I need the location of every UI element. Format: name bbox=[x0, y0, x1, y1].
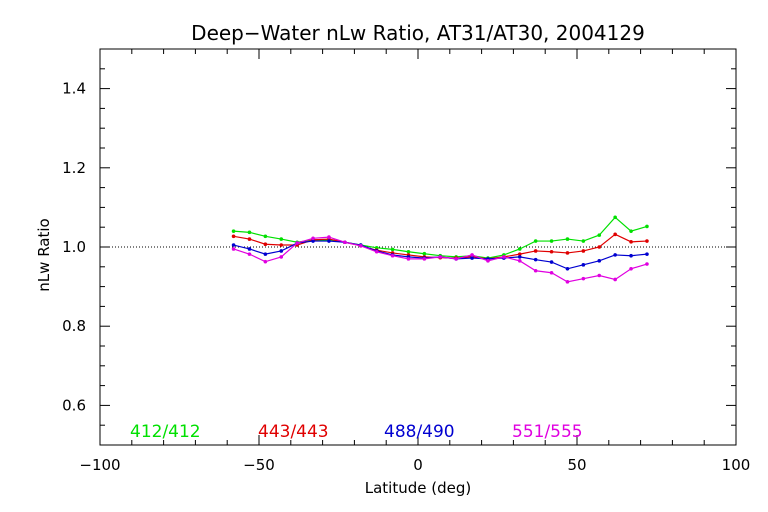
x-axis-label: Latitude (deg) bbox=[365, 479, 471, 497]
data-point bbox=[533, 257, 538, 262]
data-point bbox=[549, 270, 554, 275]
data-point bbox=[517, 252, 522, 256]
data-point bbox=[311, 239, 315, 243]
data-point bbox=[645, 224, 649, 229]
data-point bbox=[247, 237, 252, 241]
data-point bbox=[295, 241, 299, 245]
data-point bbox=[406, 257, 411, 261]
data-point bbox=[263, 242, 268, 247]
data-point bbox=[263, 252, 268, 256]
data-point bbox=[581, 239, 586, 243]
data-point bbox=[422, 251, 427, 256]
data-point bbox=[454, 257, 458, 261]
data-point bbox=[247, 252, 252, 256]
data-point bbox=[374, 249, 379, 254]
data-point bbox=[343, 240, 347, 245]
data-point bbox=[279, 255, 284, 259]
data-point bbox=[565, 280, 570, 284]
data-point bbox=[279, 249, 284, 253]
data-point bbox=[549, 249, 554, 254]
y-tick-label: 1.0 bbox=[62, 238, 86, 256]
data-point bbox=[422, 257, 427, 261]
data-point bbox=[597, 233, 602, 237]
data-point bbox=[613, 253, 617, 257]
data-point bbox=[533, 249, 538, 253]
data-point bbox=[517, 255, 522, 259]
data-point bbox=[613, 277, 617, 282]
data-point bbox=[581, 276, 586, 281]
data-point bbox=[231, 243, 236, 247]
legend-entry: 412/412 bbox=[130, 422, 201, 442]
legend-entry: 551/555 bbox=[512, 422, 583, 442]
legend: 412/412 443/443 488/490 551/555 bbox=[130, 422, 583, 442]
data-point bbox=[645, 252, 649, 256]
data-point bbox=[629, 253, 633, 258]
data-point bbox=[597, 273, 602, 278]
data-point bbox=[502, 255, 506, 259]
data-point bbox=[470, 253, 474, 257]
data-point bbox=[247, 230, 252, 235]
data-point bbox=[565, 266, 570, 271]
legend-entry: 488/490 bbox=[384, 422, 455, 442]
x-tick-label: 50 bbox=[567, 456, 586, 474]
y-tick-label: 1.2 bbox=[62, 159, 86, 177]
data-point bbox=[597, 245, 602, 249]
data-point bbox=[565, 251, 570, 255]
axis-ticks bbox=[99, 48, 737, 446]
data-point bbox=[581, 263, 586, 267]
data-point bbox=[517, 247, 522, 251]
data-point bbox=[613, 232, 617, 237]
series-layer bbox=[231, 215, 649, 284]
y-tick-label: 0.8 bbox=[62, 317, 86, 335]
data-point bbox=[231, 234, 236, 239]
data-point bbox=[406, 249, 411, 254]
x-tick-label: 100 bbox=[722, 456, 751, 474]
data-point bbox=[533, 239, 538, 243]
data-point bbox=[581, 249, 586, 253]
data-point bbox=[231, 229, 236, 233]
data-point bbox=[470, 256, 474, 260]
data-point bbox=[311, 236, 315, 241]
data-point bbox=[279, 237, 284, 241]
axis-tick-labels: −100 −50 0 50 100 0.6 0.8 1.0 1.2 1.4 bbox=[62, 80, 750, 474]
data-point bbox=[263, 259, 268, 264]
data-point bbox=[390, 247, 395, 252]
data-point bbox=[486, 259, 490, 263]
legend-entry: 443/443 bbox=[258, 422, 329, 442]
x-tick-label: −50 bbox=[243, 456, 275, 474]
data-point bbox=[549, 239, 554, 243]
data-point bbox=[327, 239, 331, 243]
data-point bbox=[549, 260, 554, 264]
data-point bbox=[231, 247, 236, 251]
series-551-555 bbox=[231, 235, 649, 284]
y-axis-label: nLw Ratio bbox=[35, 218, 53, 291]
chart-title: Deep−Water nLw Ratio, AT31/AT30, 2004129 bbox=[191, 21, 645, 45]
data-point bbox=[597, 259, 602, 263]
data-point bbox=[390, 253, 395, 258]
data-point bbox=[629, 266, 633, 271]
y-tick-label: 1.4 bbox=[62, 80, 86, 98]
data-point bbox=[629, 240, 633, 244]
data-point bbox=[613, 215, 617, 220]
data-point bbox=[645, 262, 649, 266]
data-point bbox=[645, 239, 649, 243]
x-tick-label: −100 bbox=[79, 456, 120, 474]
data-point bbox=[247, 247, 252, 251]
data-point bbox=[327, 235, 331, 239]
data-point bbox=[517, 259, 522, 263]
data-point bbox=[533, 268, 538, 273]
data-point bbox=[438, 255, 443, 259]
data-point bbox=[279, 243, 284, 247]
data-point bbox=[263, 234, 268, 239]
data-point bbox=[565, 237, 570, 241]
y-tick-label: 0.6 bbox=[62, 396, 86, 414]
x-tick-label: 0 bbox=[413, 456, 423, 474]
data-point bbox=[629, 229, 633, 233]
data-point bbox=[358, 244, 363, 248]
